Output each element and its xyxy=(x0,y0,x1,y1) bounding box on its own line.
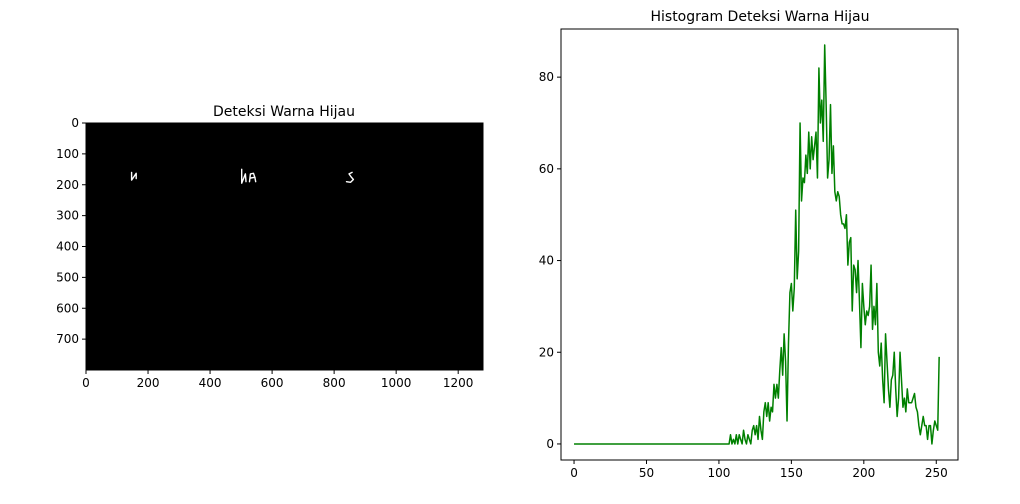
histogram-y-tick-label: 80 xyxy=(539,70,554,84)
histogram-x-tick-label: 0 xyxy=(570,466,578,480)
image-stroke xyxy=(240,168,247,184)
image-x-tick-label: 200 xyxy=(137,376,160,390)
histogram-y-ticks: 0 20 40 60 80 xyxy=(539,70,561,451)
histogram-x-tick-label: 100 xyxy=(707,466,730,480)
histogram-y-tick-label: 0 xyxy=(546,437,554,451)
image-y-tick-label: 300 xyxy=(56,209,79,223)
image-y-tick-label: 600 xyxy=(56,301,79,315)
image-y-tick-label: 200 xyxy=(56,178,79,192)
image-y-tick-label: 100 xyxy=(56,147,79,161)
image-y-tick-label: 500 xyxy=(56,270,79,284)
image-title: Deteksi Warna Hijau xyxy=(213,104,355,120)
histogram-x-tick-label: 50 xyxy=(639,466,654,480)
histogram-x-tick-label: 200 xyxy=(852,466,875,480)
histogram-y-tick-label: 60 xyxy=(539,162,554,176)
image-y-ticks: 0 100 200 300 400 500 600 700 xyxy=(56,116,86,346)
image-stroke xyxy=(249,176,256,179)
image-stroke xyxy=(345,171,355,184)
histogram-x-ticks: 0 50 100 150 200 250 xyxy=(570,460,948,480)
image-axes: Deteksi Warna Hijau 0 200 400 600 800 1000 120… xyxy=(56,104,484,390)
image-x-tick-label: 400 xyxy=(199,376,222,390)
histogram-series-line xyxy=(574,44,940,445)
image-x-tick-label: 800 xyxy=(323,376,346,390)
image-x-tick-label: 0 xyxy=(82,376,90,390)
image-stroke xyxy=(130,171,137,181)
image-area xyxy=(86,123,483,370)
image-strokes xyxy=(130,168,355,184)
histogram-x-tick-label: 150 xyxy=(780,466,803,480)
image-y-tick-label: 700 xyxy=(56,332,79,346)
histogram-y-tick-label: 20 xyxy=(539,345,554,359)
histogram-x-tick-label: 250 xyxy=(925,466,948,480)
histogram-frame xyxy=(560,28,959,461)
image-x-tick-label: 1000 xyxy=(381,376,412,390)
image-y-tick-label: 0 xyxy=(71,116,79,130)
image-y-tick-label: 400 xyxy=(56,240,79,254)
image-x-tick-label: 600 xyxy=(261,376,284,390)
histogram-title: Histogram Deteksi Warna Hijau xyxy=(650,9,869,25)
histogram-axes: Histogram Deteksi Warna Hijau 0 50 100 150 2… xyxy=(539,9,959,480)
histogram-y-tick-label: 40 xyxy=(539,254,554,268)
image-x-tick-label: 1200 xyxy=(443,376,474,390)
image-x-ticks: 0 200 400 600 800 1000 1200 xyxy=(82,370,473,390)
image-stroke xyxy=(248,172,257,183)
